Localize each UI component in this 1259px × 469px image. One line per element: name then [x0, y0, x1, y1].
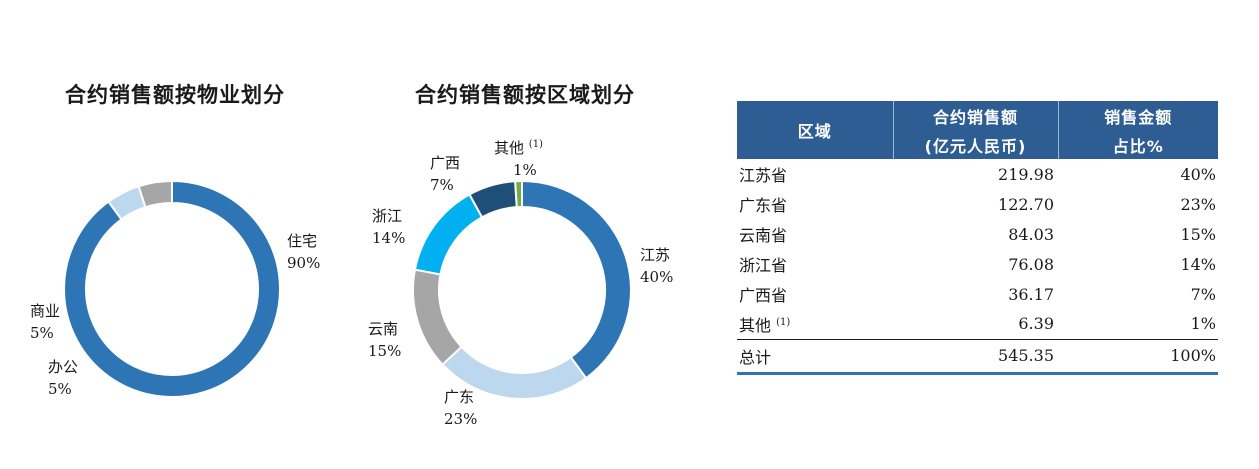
cell-share: 23% — [1180, 194, 1216, 214]
label-other: 其他 (1) 1% — [494, 139, 543, 179]
label-guangxi: 广西 7% — [430, 154, 461, 194]
region-chart-title: 合约销售额按区域划分 — [415, 83, 635, 107]
table-row: 广西省 36.17 7% — [737, 279, 1218, 309]
table-row: 江苏省 219.98 40% — [737, 159, 1218, 189]
label-office: 办公 5% — [48, 358, 79, 398]
header-region: 区域 — [737, 101, 894, 159]
label-residential: 住宅 90% — [287, 232, 321, 272]
sales-table: 区域 合约销售额 销售金额 (亿元人民币) 占比% 江苏省 219.98 40%… — [737, 101, 1218, 375]
table-row: 其他 (1) 6.39 1% — [737, 309, 1218, 339]
footnote-mark: (1) — [776, 316, 791, 328]
cell-amount: 219.98 — [998, 164, 1054, 184]
cell-region: 广东省 — [739, 196, 788, 215]
table-row: 云南省 84.03 15% — [737, 219, 1218, 249]
table-row: 广东省 122.70 23% — [737, 189, 1218, 219]
cell-total-amount: 545.35 — [893, 338, 1058, 375]
header-amount-line1: 合约销售额 — [893, 101, 1059, 130]
cell-share: 40% — [1180, 164, 1216, 184]
cell-amount: 76.08 — [1008, 254, 1054, 274]
cell-share: 15% — [1180, 224, 1216, 244]
header-share-line1: 销售金额 — [1058, 101, 1218, 130]
cell-amount: 122.70 — [998, 194, 1054, 214]
cell-region: 江苏省 — [739, 166, 788, 185]
header-amount-line2: (亿元人民币) — [893, 130, 1059, 159]
cell-amount: 84.03 — [1008, 224, 1054, 244]
cell-share: 7% — [1190, 284, 1216, 304]
cell-region: 其他 (1) — [739, 315, 791, 335]
table-row: 浙江省 76.08 14% — [737, 249, 1218, 279]
cell-total-share: 100% — [1058, 338, 1218, 375]
donut-slice-4 — [413, 193, 484, 276]
property-donut — [63, 179, 281, 398]
cell-amount: 36.17 — [1008, 284, 1054, 304]
label-guangdong: 广东 23% — [444, 388, 478, 428]
label-commercial: 商业 5% — [30, 302, 61, 342]
cell-region: 浙江省 — [739, 256, 788, 275]
donut-slice-1 — [521, 179, 632, 380]
header-share-line2: 占比% — [1058, 130, 1218, 159]
donut-slice-3 — [412, 268, 463, 367]
region-donut — [412, 179, 632, 400]
donut-slice-3 — [137, 179, 173, 209]
label-jiangsu: 江苏 40% — [640, 246, 674, 286]
table-total-row: 总计 545.35 100% — [737, 338, 1218, 375]
cell-region: 云南省 — [739, 226, 788, 245]
donut-slice-1 — [63, 179, 281, 398]
cell-share: 14% — [1180, 254, 1216, 274]
cell-region: 广西省 — [739, 286, 788, 305]
label-zhejiang: 浙江 14% — [372, 207, 406, 247]
label-yunnan: 云南 15% — [368, 320, 402, 360]
donut-slice-6 — [514, 179, 523, 209]
cell-share: 1% — [1190, 314, 1216, 334]
cell-amount: 6.39 — [1018, 314, 1054, 334]
cell-total-label: 总计 — [737, 338, 893, 375]
property-chart-title: 合约销售额按物业划分 — [65, 83, 285, 107]
